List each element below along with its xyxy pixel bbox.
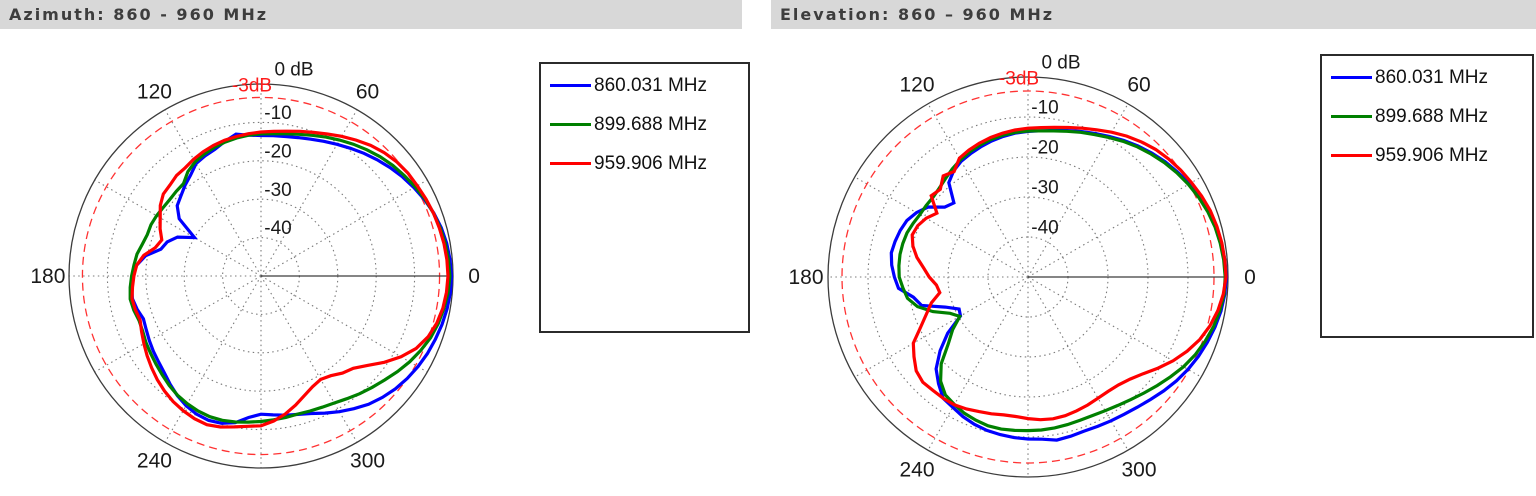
legend-line-sample <box>550 162 591 165</box>
legend-label: 959.906 MHz <box>594 152 708 174</box>
elevation-legend-row: 860.031 MHz <box>1322 58 1532 97</box>
azimuth-trace-959-906-MHz <box>130 129 450 429</box>
azimuth-trace-860-031-MHz <box>130 132 454 425</box>
legend-label: 860.031 MHz <box>594 74 708 96</box>
elevation-legend-row: 959.906 MHz <box>1322 136 1532 175</box>
legend-line-sample <box>1331 154 1372 157</box>
azimuth-angle-label-240: 240 <box>137 450 172 473</box>
legend-label: 959.906 MHz <box>1375 144 1489 166</box>
legend-line-sample <box>1331 76 1372 79</box>
elevation-angle-label-240: 240 <box>899 458 934 481</box>
elevation-polar-plot: 0 60 120 180 240 300 -10 -20 -30 -40 0 dB-3dB <box>788 53 1255 482</box>
azimuth-radial-label-40: -40 <box>264 218 291 239</box>
elevation-spoke-240deg <box>927 276 1029 451</box>
azimuth-legend-row: 860.031 MHz <box>541 66 748 105</box>
elevation-trace-899-688-MHz <box>897 129 1227 433</box>
elevation-spoke-150deg <box>854 176 1029 278</box>
elevation-header-bar: Elevation: 860 – 960 MHz <box>771 0 1536 29</box>
azimuth-angle-label-120: 120 <box>137 80 172 103</box>
elevation-radial-label-10: -10 <box>1031 98 1058 119</box>
azimuth-radial-label-30: -30 <box>264 180 291 201</box>
azimuth-outer-db-label: 0 dB <box>274 60 313 81</box>
legend-label: 860.031 MHz <box>1375 66 1489 88</box>
elevation-spoke-210deg <box>854 276 1029 378</box>
legend-line-sample <box>1331 115 1372 118</box>
elevation-spoke-330deg <box>1027 276 1202 378</box>
elevation-outer-db-label: 0 dB <box>1041 53 1080 74</box>
elevation-spoke-120deg <box>927 103 1029 278</box>
azimuth-legend: 860.031 MHz 899.688 MHz 959.906 MHz <box>539 62 750 333</box>
legend-line-sample <box>550 123 591 126</box>
azimuth-polar-plot: 0 60 120 180 240 300 -10 -20 -30 -40 0 dB-3dB <box>30 60 480 473</box>
azimuth-angle-label-300: 300 <box>350 450 385 473</box>
azimuth-legend-row: 899.688 MHz <box>541 105 748 144</box>
azimuth-legend-row: 959.906 MHz <box>541 144 748 183</box>
elevation-title: Elevation: 860 – 960 MHz <box>780 5 1055 24</box>
elevation-angle-label-120: 120 <box>899 74 934 97</box>
elevation-legend-row: 899.688 MHz <box>1322 97 1532 136</box>
azimuth-threshold-label: -3dB <box>232 76 272 97</box>
azimuth-spoke-150deg <box>94 179 262 277</box>
elevation-radial-label-40: -40 <box>1031 218 1058 239</box>
azimuth-header-bar: Azimuth: 860 - 960 MHz <box>0 0 742 29</box>
elevation-radial-label-20: -20 <box>1031 138 1058 159</box>
legend-line-sample <box>550 84 591 87</box>
azimuth-trace-899-688-MHz <box>128 132 452 424</box>
elevation-angle-label-180: 180 <box>788 266 823 289</box>
azimuth-title: Azimuth: 860 - 960 MHz <box>9 5 269 24</box>
elevation-angle-label-300: 300 <box>1121 458 1156 481</box>
azimuth-radial-label-20: -20 <box>264 141 291 162</box>
elevation-legend: 860.031 MHz 899.688 MHz 959.906 MHz <box>1320 54 1534 338</box>
legend-label: 899.688 MHz <box>594 113 708 135</box>
elevation-angle-label-0: 0 <box>1244 266 1256 289</box>
azimuth-radial-label-10: -10 <box>264 103 291 124</box>
azimuth-angle-label-180: 180 <box>30 265 65 288</box>
elevation-threshold-label: -3dB <box>999 69 1039 90</box>
legend-label: 899.688 MHz <box>1375 105 1489 127</box>
azimuth-spoke-210deg <box>94 275 262 373</box>
elevation-radial-label-30: -30 <box>1031 178 1058 199</box>
azimuth-angle-label-0: 0 <box>468 265 480 288</box>
elevation-spoke-30deg <box>1027 176 1202 278</box>
elevation-angle-label-60: 60 <box>1127 74 1150 97</box>
elevation-trace-959-906-MHz <box>910 125 1228 422</box>
elevation-spoke-300deg <box>1027 276 1129 451</box>
azimuth-spoke-300deg <box>260 275 358 443</box>
azimuth-angle-label-60: 60 <box>356 80 379 103</box>
